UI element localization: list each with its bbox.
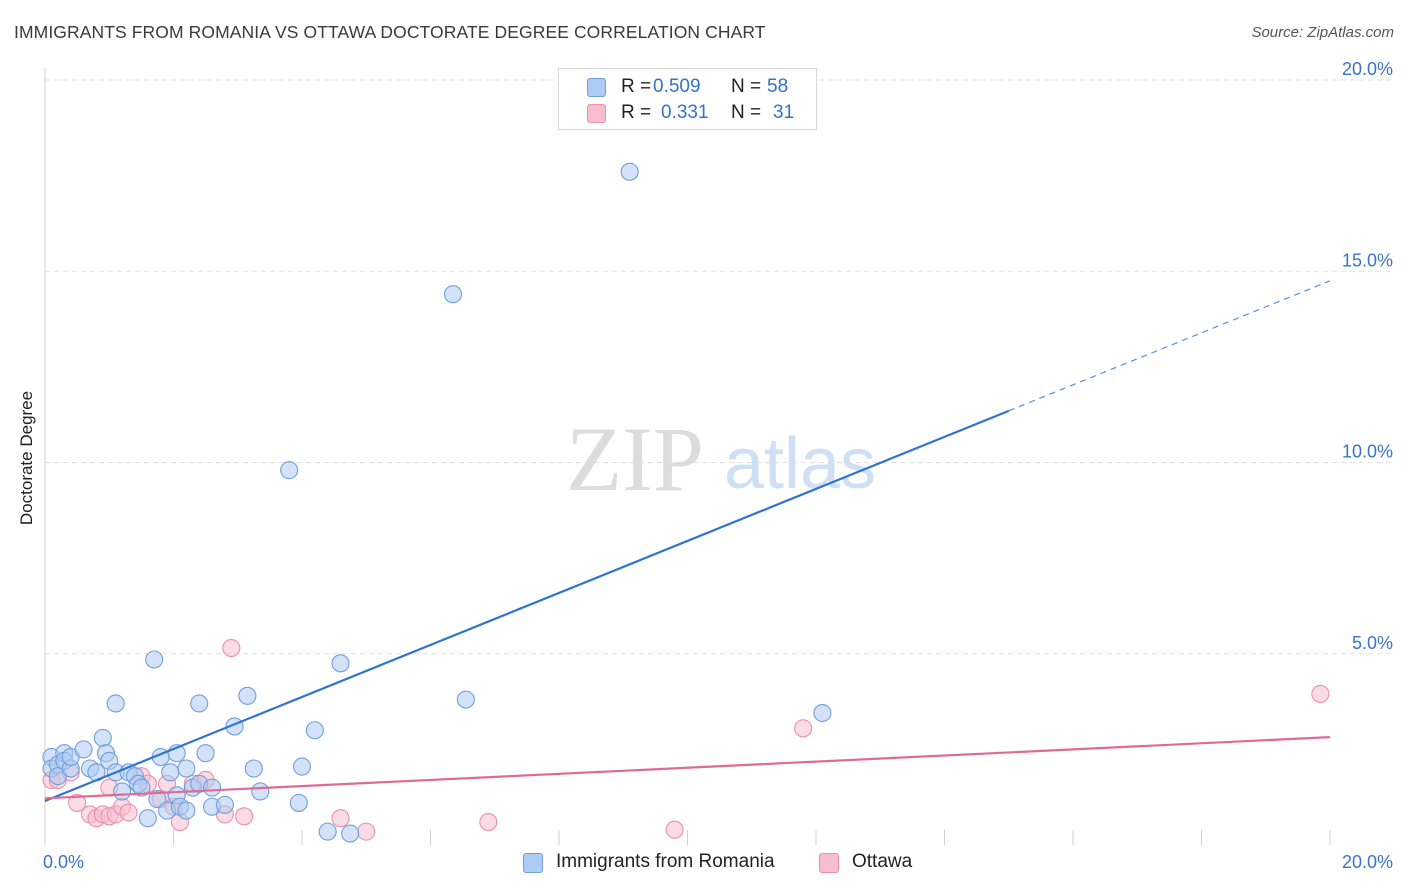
romania-point	[305, 721, 324, 740]
romania-point	[215, 795, 234, 814]
legend-r-value: 0.331	[661, 102, 709, 123]
ottawa-point	[1311, 684, 1330, 703]
bottom-legend-label: Ottawa	[852, 851, 913, 872]
romania-point	[177, 801, 196, 820]
ottawa-points	[42, 638, 1330, 841]
axes	[44, 68, 1331, 845]
ottawa-point	[68, 793, 87, 812]
romania-point	[813, 703, 832, 723]
watermark-zip: ZIP	[566, 408, 704, 510]
legend-n-value: 58	[767, 76, 789, 97]
ottawa-point	[331, 809, 350, 828]
romania-point	[132, 778, 151, 797]
legend-r-label: R =	[621, 76, 652, 97]
romania-points	[42, 162, 832, 843]
romania-point	[177, 759, 196, 778]
y-tick-label: 5.0%	[1352, 633, 1393, 653]
legend-n-label: N =	[731, 76, 762, 97]
romania-point	[190, 694, 209, 713]
legend-n-label: N =	[731, 102, 762, 123]
y-tick-label: 20.0%	[1342, 59, 1393, 79]
watermark-atlas: atlas	[724, 424, 876, 504]
source-label: Source: ZipAtlas.com	[1251, 24, 1394, 41]
ottawa-point	[794, 719, 813, 738]
romania-point	[93, 728, 112, 747]
romania-point	[145, 650, 164, 669]
ottawa-point	[479, 812, 498, 832]
y-tick-label: 10.0%	[1342, 442, 1393, 462]
romania-point	[113, 782, 132, 801]
romania-point	[244, 759, 263, 778]
romania-point	[620, 162, 639, 181]
x-tick-label: 0.0%	[43, 852, 84, 872]
romania-point	[331, 654, 350, 673]
correlation-legend: R = 0.509 N = 58 R = 0.331 N = 31	[558, 68, 817, 130]
ottawa-point	[665, 820, 684, 839]
legend-r-label: R =	[621, 102, 652, 123]
legend-swatch-pink	[587, 104, 606, 123]
bottom-legend-swatch-pink	[819, 853, 839, 873]
romania-point	[196, 744, 215, 763]
romania-point	[106, 694, 125, 713]
y-axis-label: Doctorate Degree	[17, 390, 36, 526]
bottom-legend-swatch-blue	[523, 853, 543, 873]
romania-point	[251, 782, 270, 801]
ottawa-point	[119, 803, 138, 822]
romania-point	[161, 763, 180, 782]
romania-point	[289, 793, 308, 812]
chart-title: IMMIGRANTS FROM ROMANIA VS OTTAWA DOCTOR…	[14, 22, 766, 42]
x-tick-label: 20.0%	[1342, 852, 1393, 872]
romania-point	[203, 778, 222, 797]
romania-point	[318, 822, 337, 841]
ottawa-point	[357, 822, 376, 841]
ottawa-point	[222, 638, 241, 658]
romania-point	[138, 809, 157, 828]
ottawa-trend-line	[44, 736, 1331, 800]
legend-r-value: 0.509	[653, 76, 701, 97]
romania-point	[74, 740, 93, 759]
trend-lines	[44, 280, 1331, 803]
romania-point	[238, 686, 257, 705]
romania-point	[456, 690, 475, 709]
romania-trend-line	[44, 409, 1010, 803]
legend-row-ottawa: R = 0.331 N = 31	[559, 102, 818, 126]
bottom-legend-label: Immigrants from Romania	[556, 851, 775, 872]
legend-row-romania: R = 0.509 N = 58	[559, 76, 818, 100]
romania-point	[443, 285, 463, 304]
romania-point	[280, 461, 299, 480]
romania-point	[292, 757, 312, 776]
romania-point	[341, 824, 360, 843]
y-tick-label: 15.0%	[1342, 250, 1393, 270]
ottawa-point	[235, 807, 254, 826]
gridlines	[45, 79, 1395, 655]
tick-labels: 5.0% 10.0% 15.0% 20.0% 0.0% 20.0%	[43, 59, 1393, 872]
romania-trend-extension	[1008, 280, 1331, 412]
legend-n-value: 31	[773, 102, 795, 123]
watermark: ZIP atlas	[566, 408, 876, 510]
legend-swatch-blue	[587, 78, 606, 97]
